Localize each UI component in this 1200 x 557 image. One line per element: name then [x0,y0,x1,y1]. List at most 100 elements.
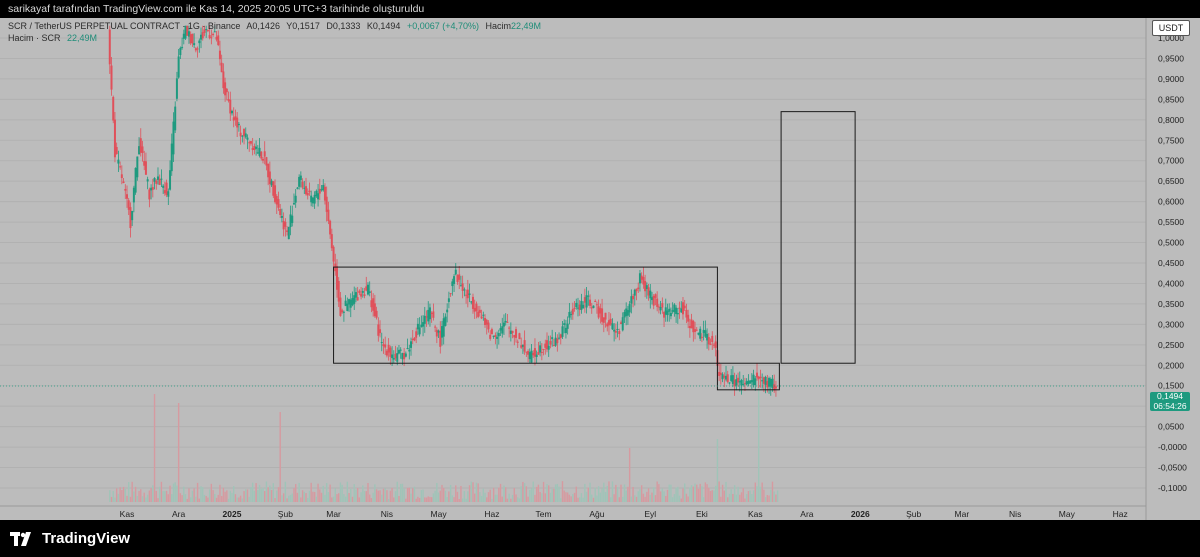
volume-bar [167,494,170,502]
volume-bar [381,494,383,502]
volume-bar [406,487,409,502]
candle-body [415,331,418,338]
volume-bar [205,495,207,502]
volume-bar [186,498,188,502]
volume-bar [319,489,321,502]
volume-bar [155,490,157,502]
volume-bar [303,491,305,502]
candle-body [595,304,598,306]
volume-bar [587,487,590,502]
volume-bar [632,486,634,502]
candle-body [317,193,320,200]
candle-body [141,146,144,153]
drawn-rectangle-target[interactable] [780,111,856,364]
volume-bar [654,495,657,502]
price-chart[interactable]: 1,0000 0,9500 0,9000 0,8500 0,8000 0,7500 0,70… [0,18,1200,520]
volume-bar [518,498,521,502]
candle-body [525,351,528,353]
volume-bar [422,489,424,502]
candle-body [564,327,567,334]
candle-body [458,274,461,280]
volume-bar [219,484,221,502]
candle-body [184,25,187,39]
drawn-rectangle-range[interactable] [333,266,718,364]
candle-body [484,318,487,325]
candle-body [728,382,731,384]
volume-bar [379,490,381,502]
tradingview-logo[interactable]: TradingView [10,530,130,548]
candle-body [120,174,123,179]
volume-bar [702,497,705,502]
volume-bar [665,495,667,502]
candle-body [432,311,435,318]
candle-body [442,318,445,337]
volume-bar [613,494,615,502]
volume-bar [210,483,213,502]
volume-bar [255,483,257,502]
candle-body [731,375,734,385]
chart-area[interactable]: 1,0000 0,9500 0,9000 0,8500 0,8000 0,7500 0,70… [0,18,1200,520]
candle-body [435,329,438,337]
volume-bar [429,496,431,502]
volume-bar [294,484,297,502]
volume-bar [233,486,235,502]
drawn-rectangle-current[interactable] [716,362,780,391]
volume-bar [382,488,385,502]
candle-body [255,146,258,149]
candle-body [277,199,280,208]
volume-bar [439,490,441,502]
candle-body [396,353,399,362]
candle-body [549,340,552,345]
candle-body [325,196,328,212]
volume-bar [749,490,751,502]
volume-bar [122,486,125,502]
candle-body [587,295,590,297]
candle-body [437,330,440,333]
candle-body [632,295,635,300]
volume-bar [532,481,534,502]
volume-bar [270,489,273,502]
candle-body [284,221,287,227]
currency-badge[interactable]: USDT [1152,20,1190,36]
symbol-name[interactable]: SCR / TetherUS PERPETUAL CONTRACT · 1G ·… [8,21,241,31]
volume-bar [327,492,330,502]
volume-bar [520,486,522,502]
candle-body [174,106,177,131]
price-axis-tick-label: 0,9000 [1158,74,1184,84]
volume-bar [331,497,333,502]
time-axis-tick-label: Haz [1113,509,1128,519]
candle-body [535,354,538,358]
volume-bar [338,493,340,502]
volume-bar [589,482,591,502]
candle-body [256,152,259,154]
volume-bar [756,486,758,502]
volume-bar [554,484,557,502]
candle-body [592,305,595,308]
candle-body [656,298,659,307]
attribution-bar: sarikayaf tarafından TradingView.com ile… [0,0,1200,18]
volume-bar [449,484,452,502]
candle-body [169,170,172,190]
footer-bar: TradingView [0,520,1200,557]
volume-bar [603,482,605,502]
candle-body [566,323,569,329]
price-axis-tick-label: 0,4500 [1158,258,1184,268]
candle-body [267,164,270,178]
candle-body [274,185,277,203]
candle-body [706,333,709,341]
volume-indicator-label[interactable]: Hacim · SCR [8,33,61,43]
candle-body [647,287,650,296]
time-axis-tick-label: Ara [800,509,814,519]
candle-body [759,376,762,379]
candle-body [112,96,115,121]
volume-bar [172,483,175,502]
volume-bar [467,491,469,502]
candle-body [289,214,292,228]
volume-bar [257,490,259,502]
candle-body [372,298,375,311]
volume-bar [165,490,168,502]
candle-body [136,156,139,178]
candle-body [318,188,321,194]
volume-bar [164,491,166,502]
volume-bar [609,497,612,502]
